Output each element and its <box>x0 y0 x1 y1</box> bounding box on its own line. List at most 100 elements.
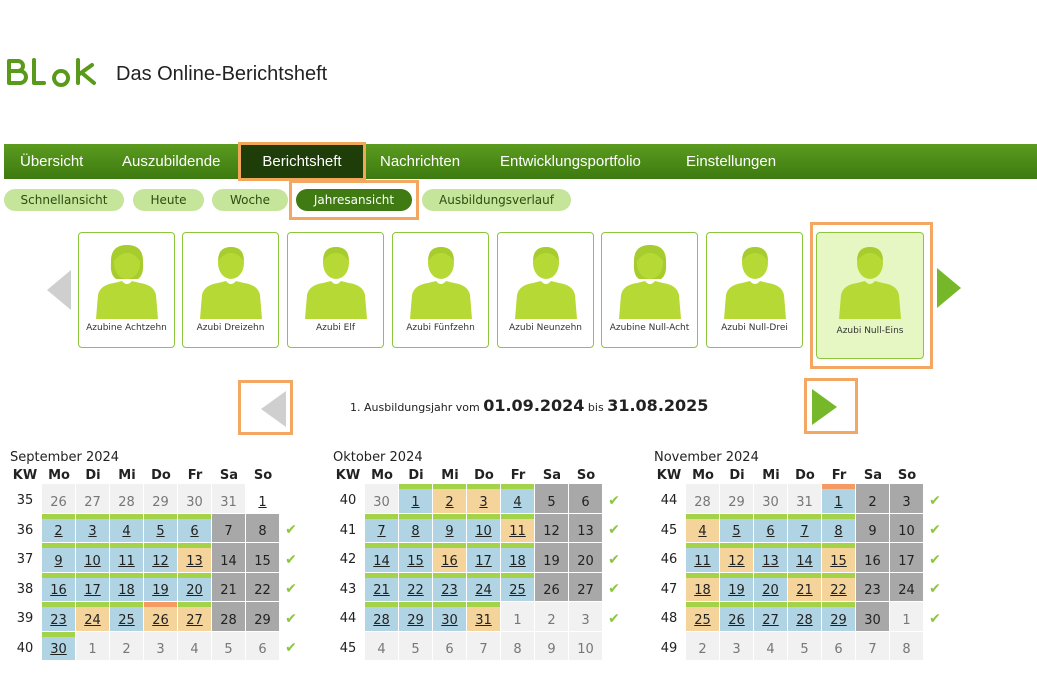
day-cell[interactable]: 29 <box>822 602 855 631</box>
trainee-card[interactable]: Azubine Achtzehn <box>78 232 175 348</box>
day-cell[interactable]: 4 <box>686 513 719 542</box>
day-cell[interactable]: 22 <box>246 572 279 601</box>
day-cell[interactable]: 18 <box>501 543 534 572</box>
day-cell[interactable]: 8 <box>399 513 432 542</box>
trainee-card[interactable]: Azubi Fünfzehn <box>392 232 489 348</box>
day-cell[interactable]: 12 <box>720 543 753 572</box>
day-cell[interactable]: 8 <box>822 513 855 542</box>
day-cell[interactable]: 4 <box>501 484 534 513</box>
day-cell[interactable]: 17 <box>467 543 500 572</box>
day-cell[interactable]: 7 <box>212 513 245 542</box>
day-cell[interactable]: 2 <box>856 484 889 513</box>
trainee-card[interactable]: Azubi Null-Drei <box>706 232 803 348</box>
day-cell[interactable]: 25 <box>686 602 719 631</box>
day-cell[interactable]: 7 <box>365 513 398 542</box>
day-cell[interactable]: 9 <box>856 513 889 542</box>
day-cell[interactable]: 20 <box>754 572 787 601</box>
day-cell[interactable]: 5 <box>720 513 753 542</box>
day-cell[interactable]: 1 <box>399 484 432 513</box>
day-cell[interactable]: 2 <box>433 484 466 513</box>
day-cell[interactable]: 25 <box>110 602 143 631</box>
day-cell[interactable]: 20 <box>569 543 602 572</box>
day-cell[interactable]: 6 <box>754 513 787 542</box>
day-cell[interactable]: 11 <box>501 513 534 542</box>
day-cell[interactable]: 5 <box>535 484 568 513</box>
day-cell[interactable]: 29 <box>246 602 279 631</box>
day-cell[interactable]: 16 <box>433 543 466 572</box>
day-cell[interactable]: 27 <box>754 602 787 631</box>
day-cell[interactable]: 20 <box>178 572 211 601</box>
trainee-card[interactable]: Azubi Dreizehn <box>182 232 279 348</box>
day-cell[interactable]: 2 <box>42 513 75 542</box>
day-cell[interactable]: 25 <box>501 572 534 601</box>
nav-auszubildende[interactable]: Auszubildende <box>122 153 221 170</box>
day-cell[interactable]: 13 <box>754 543 787 572</box>
day-cell[interactable]: 14 <box>212 543 245 572</box>
day-cell[interactable]: 16 <box>856 543 889 572</box>
day-cell[interactable]: 18 <box>686 572 719 601</box>
day-cell[interactable]: 22 <box>822 572 855 601</box>
tab-ausbildungsverlauf[interactable]: Ausbildungsverlauf <box>422 189 571 211</box>
day-cell[interactable]: 28 <box>212 602 245 631</box>
day-cell[interactable]: 1 <box>822 484 855 513</box>
day-cell[interactable]: 30 <box>433 602 466 631</box>
day-cell[interactable]: 7 <box>788 513 821 542</box>
tab-jahresansicht[interactable]: Jahresansicht <box>296 189 412 211</box>
day-cell[interactable]: 1 <box>246 484 279 513</box>
day-cell[interactable]: 12 <box>535 513 568 542</box>
day-cell[interactable]: 15 <box>399 543 432 572</box>
day-cell[interactable]: 30 <box>856 602 889 631</box>
day-cell[interactable]: 13 <box>178 543 211 572</box>
day-cell[interactable]: 6 <box>178 513 211 542</box>
day-cell[interactable]: 17 <box>890 543 923 572</box>
day-cell[interactable]: 19 <box>144 572 177 601</box>
trainee-card[interactable]: Azubi Neunzehn <box>497 232 594 348</box>
trainee-card[interactable]: Azubi Elf <box>287 232 384 348</box>
nav-nachrichten[interactable]: Nachrichten <box>380 153 461 170</box>
day-cell[interactable]: 3 <box>467 484 500 513</box>
trainee-card[interactable]: Azubi Null-Eins <box>816 232 924 359</box>
prev-year-arrow-icon[interactable] <box>261 391 286 427</box>
day-cell[interactable]: 23 <box>42 602 75 631</box>
day-cell[interactable]: 27 <box>569 572 602 601</box>
day-cell[interactable]: 27 <box>178 602 211 631</box>
day-cell[interactable]: 12 <box>144 543 177 572</box>
carousel-prev-arrow-icon[interactable] <box>47 270 71 310</box>
day-cell[interactable]: 29 <box>399 602 432 631</box>
day-cell[interactable]: 10 <box>76 543 109 572</box>
day-cell[interactable]: 15 <box>246 543 279 572</box>
day-cell[interactable]: 4 <box>110 513 143 542</box>
day-cell[interactable]: 26 <box>535 572 568 601</box>
tab-schnellansicht[interactable]: Schnellansicht <box>4 189 124 211</box>
day-cell[interactable]: 10 <box>467 513 500 542</box>
carousel-next-arrow-icon[interactable] <box>937 268 961 308</box>
day-cell[interactable]: 15 <box>822 543 855 572</box>
nav-berichtsheft[interactable]: Berichtsheft <box>238 142 366 181</box>
day-cell[interactable]: 19 <box>535 543 568 572</box>
day-cell[interactable]: 9 <box>433 513 466 542</box>
day-cell[interactable]: 28 <box>788 602 821 631</box>
nav-einstellungen[interactable]: Einstellungen <box>686 153 777 170</box>
tab-woche[interactable]: Woche <box>212 189 288 211</box>
day-cell[interactable]: 31 <box>467 602 500 631</box>
nav-uebersicht[interactable]: Übersicht <box>20 153 84 170</box>
day-cell[interactable]: 5 <box>144 513 177 542</box>
day-cell[interactable]: 14 <box>788 543 821 572</box>
day-cell[interactable]: 26 <box>144 602 177 631</box>
day-cell[interactable]: 8 <box>246 513 279 542</box>
day-cell[interactable]: 26 <box>720 602 753 631</box>
day-cell[interactable]: 11 <box>686 543 719 572</box>
day-cell[interactable]: 22 <box>399 572 432 601</box>
day-cell[interactable]: 10 <box>890 513 923 542</box>
day-cell[interactable]: 11 <box>110 543 143 572</box>
day-cell[interactable]: 24 <box>467 572 500 601</box>
day-cell[interactable]: 21 <box>365 572 398 601</box>
day-cell[interactable]: 16 <box>42 572 75 601</box>
day-cell[interactable]: 3 <box>890 484 923 513</box>
trainee-card[interactable]: Azubine Null-Acht <box>601 232 698 348</box>
day-cell[interactable]: 24 <box>890 572 923 601</box>
day-cell[interactable]: 21 <box>788 572 821 601</box>
day-cell[interactable]: 3 <box>76 513 109 542</box>
day-cell[interactable]: 18 <box>110 572 143 601</box>
day-cell[interactable]: 14 <box>365 543 398 572</box>
